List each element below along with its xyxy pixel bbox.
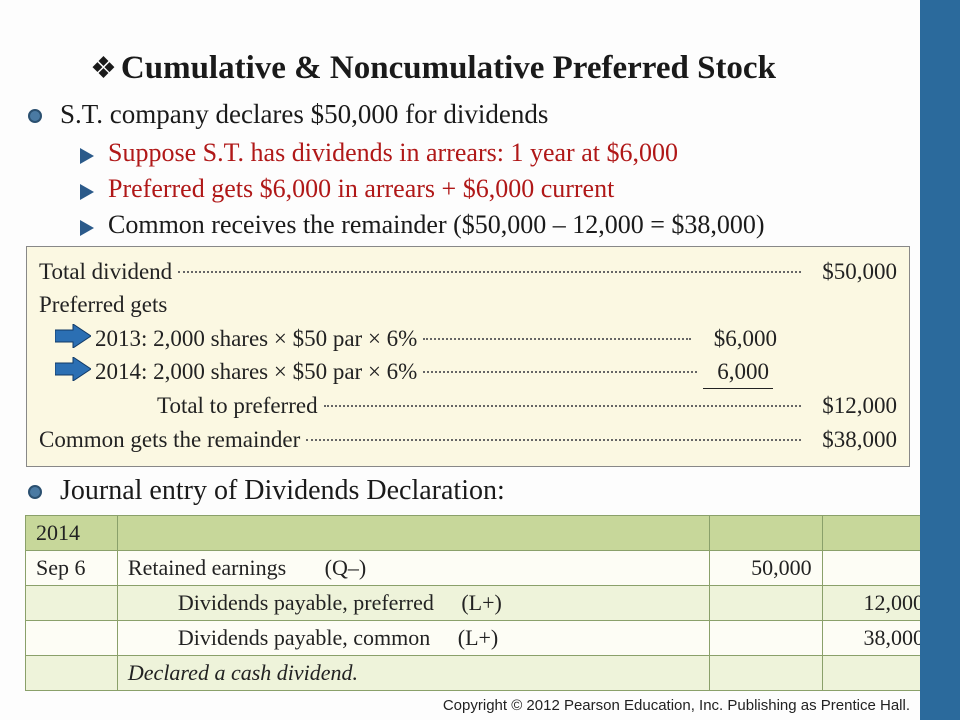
table-row: Sep 6 Retained earnings (Q–) 50,000 (26, 551, 935, 586)
calc-value: $38,000 (807, 423, 897, 456)
table-row: Declared a cash dividend. (26, 656, 935, 691)
calc-label: Total to preferred (157, 389, 318, 422)
table-row: Dividends payable, preferred (L+) 12,000 (26, 586, 935, 621)
leader-dots (423, 355, 697, 373)
journal-credit (822, 551, 934, 586)
journal-cell (822, 516, 934, 551)
journal-cell (822, 656, 934, 691)
journal-cell (710, 586, 822, 621)
journal-note: Declared a cash dividend. (117, 656, 709, 691)
sub-text: Common receives the remainder ($50,000 –… (108, 210, 765, 240)
journal-year: 2014 (26, 516, 118, 551)
journal-desc: Dividends payable, preferred (L+) (117, 586, 709, 621)
je-heading-row: Journal entry of Dividends Declaration: (20, 475, 900, 507)
copyright-text: Copyright © 2012 Pearson Education, Inc.… (443, 697, 910, 714)
calc-2014-row: 2014: 2,000 shares × $50 par × 6% 6,000 (39, 355, 897, 389)
arrow-right-icon (55, 324, 91, 348)
slide-content: ❖ Cumulative & Noncumulative Preferred S… (0, 0, 920, 691)
journal-cell (710, 516, 822, 551)
calc-value: 6,000 (703, 355, 773, 389)
sub-bullet-2: Preferred gets $6,000 in arrears + $6,00… (20, 174, 900, 204)
sub-text: Preferred gets $6,000 in arrears + $6,00… (108, 174, 614, 204)
journal-debit: 50,000 (710, 551, 822, 586)
side-accent-bar (920, 0, 960, 720)
calculation-box: Total dividend $50,000 Preferred gets 20… (26, 246, 910, 467)
title-row: ❖ Cumulative & Noncumulative Preferred S… (20, 50, 900, 87)
journal-cell (117, 516, 709, 551)
arrow-right-icon (55, 357, 91, 381)
journal-entry-table: 2014 Sep 6 Retained earnings (Q–) 50,000… (25, 515, 935, 691)
dot-bullet-icon (28, 109, 42, 123)
table-row: Dividends payable, common (L+) 38,000 (26, 621, 935, 656)
calc-label: 2014: 2,000 shares × $50 par × 6% (95, 355, 417, 389)
leader-dots (324, 389, 801, 407)
journal-credit: 38,000 (822, 621, 934, 656)
calc-value: $6,000 (697, 322, 777, 355)
leader-dots (178, 255, 801, 273)
journal-desc-text: Dividends payable, common (L+) (178, 625, 498, 650)
sub-text: Suppose S.T. has dividends in arrears: 1… (108, 138, 678, 168)
journal-entry-heading: Journal entry of Dividends Declaration: (60, 475, 505, 507)
journal-credit: 12,000 (822, 586, 934, 621)
main-bullet-text: S.T. company declares $50,000 for divide… (60, 99, 548, 130)
calc-label: Common gets the remainder (39, 423, 300, 456)
journal-desc: Dividends payable, common (L+) (117, 621, 709, 656)
journal-cell (710, 656, 822, 691)
calc-label: Total dividend (39, 255, 172, 288)
slide-title: Cumulative & Noncumulative Preferred Sto… (121, 50, 776, 87)
calc-label: 2013: 2,000 shares × $50 par × 6% (95, 322, 417, 355)
diamond-bullet-icon: ❖ (90, 51, 117, 86)
sub-bullet-1: Suppose S.T. has dividends in arrears: 1… (20, 138, 900, 168)
leader-dots (423, 322, 691, 340)
triangle-bullet-icon (80, 184, 94, 200)
sub-bullet-3: Common receives the remainder ($50,000 –… (20, 210, 900, 240)
calc-label: Preferred gets (39, 288, 167, 321)
table-row: 2014 (26, 516, 935, 551)
journal-desc: Retained earnings (Q–) (117, 551, 709, 586)
calc-total-dividend: Total dividend $50,000 (39, 255, 897, 288)
calc-value: $50,000 (807, 255, 897, 288)
calc-total-preferred: Total to preferred $12,000 (39, 389, 897, 422)
journal-cell (710, 621, 822, 656)
calc-common-row: Common gets the remainder $38,000 (39, 423, 897, 456)
triangle-bullet-icon (80, 148, 94, 164)
main-bullet-row: S.T. company declares $50,000 for divide… (20, 99, 900, 130)
journal-desc-text: Dividends payable, preferred (L+) (178, 590, 502, 615)
leader-dots (306, 423, 801, 441)
journal-cell (26, 656, 118, 691)
calc-preferred-header: Preferred gets (39, 288, 897, 321)
calc-value: $12,000 (807, 389, 897, 422)
calc-2013-row: 2013: 2,000 shares × $50 par × 6% $6,000 (39, 322, 897, 355)
journal-cell (26, 586, 118, 621)
triangle-bullet-icon (80, 220, 94, 236)
dot-bullet-icon (28, 485, 42, 499)
journal-cell (26, 621, 118, 656)
journal-date: Sep 6 (26, 551, 118, 586)
